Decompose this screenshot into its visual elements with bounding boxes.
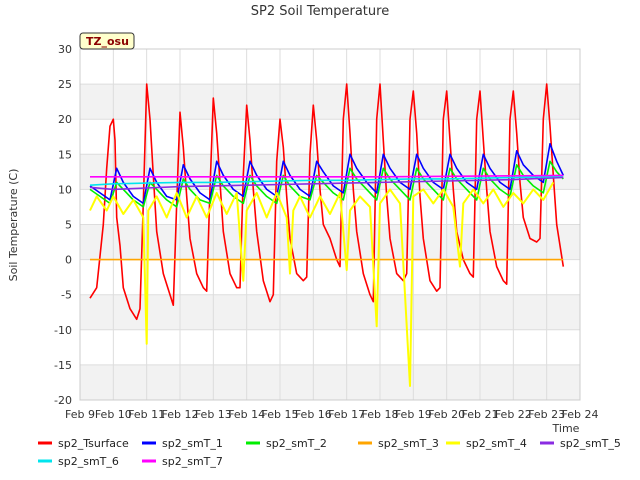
x-tick-label: Feb 15 — [262, 408, 299, 421]
legend-label-sp2_smT_6: sp2_smT_6 — [58, 455, 119, 468]
legend-label-sp2_smT_7: sp2_smT_7 — [162, 455, 223, 468]
series-line-sp2_smT_7 — [90, 174, 564, 178]
legend: sp2_Tsurface sp2_smT_1 sp2_smT_2 sp2_smT_3 s… — [38, 437, 621, 468]
legend-label-sp2_smT_2: sp2_smT_2 — [266, 437, 327, 450]
y-tick-label: 0 — [65, 254, 72, 267]
legend-label-sp2_smT_1: sp2_smT_1 — [162, 437, 223, 450]
x-tick-label: Feb 19 — [395, 408, 432, 421]
x-tick-label: Feb 24 — [562, 408, 599, 421]
chart-title: SP2 Soil Temperature — [251, 4, 389, 19]
series-line-sp2_smT_4 — [89, 181, 555, 387]
plot-band — [80, 294, 580, 330]
x-tick-label: Feb 16 — [295, 408, 332, 421]
tz-badge-label: TZ_osu — [86, 35, 129, 48]
series-line-sp2_Tsurface — [89, 83, 565, 321]
x-tick-label: Feb 13 — [195, 408, 232, 421]
plot-band — [80, 364, 580, 400]
x-tick-label: Feb 12 — [162, 408, 199, 421]
x-tick-label: Feb 10 — [95, 408, 132, 421]
y-tick-label: 5 — [65, 219, 72, 232]
x-tick-label: Feb 11 — [128, 408, 165, 421]
x-tick-label: Feb 9 — [65, 408, 95, 421]
x-tick-label: Feb 23 — [528, 408, 565, 421]
x-axis-label: Time — [552, 422, 580, 435]
x-tick-label: Feb 21 — [462, 408, 499, 421]
legend-label-sp2_smT_5: sp2_smT_5 — [560, 437, 621, 450]
x-tick-label: Feb 22 — [495, 408, 532, 421]
legend-label-sp2_Tsurface: sp2_Tsurface — [58, 437, 129, 450]
legend-label-sp2_smT_3: sp2_smT_3 — [378, 437, 439, 450]
y-tick-label: -15 — [54, 359, 72, 372]
plot-band — [80, 224, 580, 260]
y-tick-label: 10 — [58, 183, 72, 196]
y-tick-label: 25 — [58, 78, 72, 91]
x-tick-label: Feb 18 — [362, 408, 399, 421]
legend-label-sp2_smT_4: sp2_smT_4 — [466, 437, 527, 450]
series-line-sp2_smT_1 — [89, 143, 565, 205]
x-tick-label: Feb 17 — [328, 408, 365, 421]
series-line-sp2_smT_5 — [89, 176, 564, 191]
tz-badge: TZ_osu — [79, 32, 135, 50]
y-tick-label: 15 — [58, 148, 72, 161]
y-axis-label: Soil Temperature (C) — [7, 169, 20, 282]
plot-frame — [79, 48, 581, 401]
y-tick-label: -20 — [54, 394, 72, 407]
y-tick-label: -10 — [54, 324, 72, 337]
x-tick-label: Feb 14 — [228, 408, 265, 421]
y-tick-label: 30 — [58, 43, 72, 56]
series-line-sp2_smT_6 — [89, 175, 564, 186]
y-tick-label: -5 — [61, 289, 72, 302]
plot-band — [80, 84, 580, 120]
x-tick-label: Feb 20 — [428, 408, 465, 421]
y-tick-label: 20 — [58, 113, 72, 126]
